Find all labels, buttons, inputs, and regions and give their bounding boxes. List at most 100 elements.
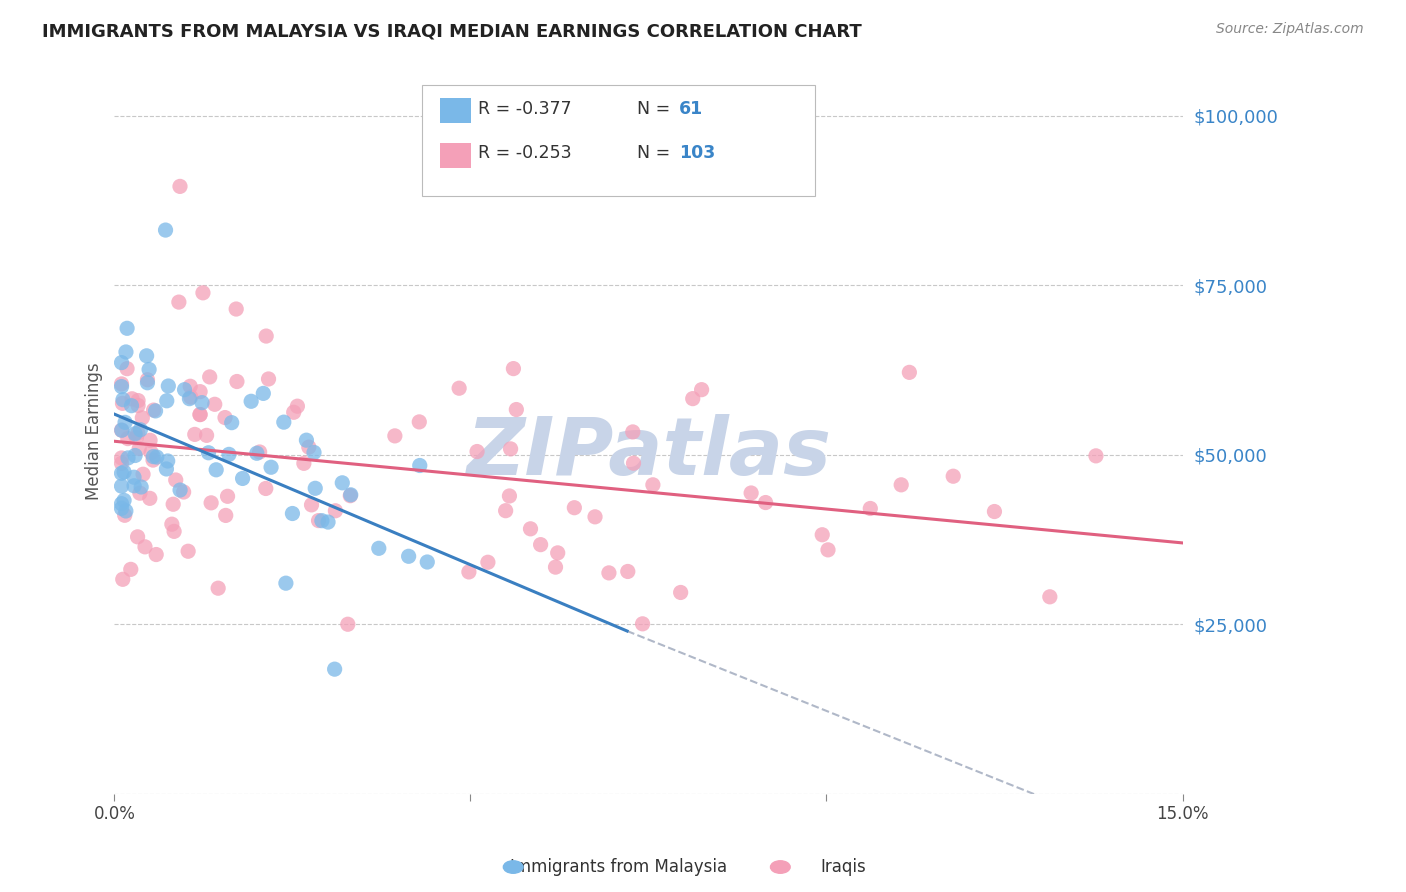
- Point: [188, 384, 211, 399]
- Point: [740, 486, 762, 500]
- Point: [292, 456, 315, 470]
- Text: 61: 61: [679, 100, 703, 118]
- Point: [217, 489, 239, 503]
- Point: [157, 379, 180, 393]
- Point: [502, 361, 524, 376]
- Point: [124, 449, 146, 463]
- Point: [398, 549, 420, 564]
- Point: [110, 497, 132, 511]
- Point: [139, 434, 162, 448]
- Point: [134, 540, 156, 554]
- Point: [110, 356, 132, 370]
- Point: [127, 393, 149, 408]
- Text: Immigrants from Malaysia: Immigrants from Malaysia: [510, 858, 727, 876]
- Point: [139, 445, 162, 459]
- Point: [457, 565, 479, 579]
- Point: [257, 372, 280, 386]
- Y-axis label: Median Earnings: Median Earnings: [86, 362, 103, 500]
- Point: [155, 223, 177, 237]
- Point: [416, 555, 439, 569]
- Point: [254, 482, 277, 496]
- Point: [367, 541, 389, 556]
- Point: [817, 542, 839, 557]
- Point: [631, 616, 654, 631]
- Point: [283, 405, 305, 419]
- Text: IMMIGRANTS FROM MALAYSIA VS IRAQI MEDIAN EARNINGS CORRELATION CHART: IMMIGRANTS FROM MALAYSIA VS IRAQI MEDIAN…: [42, 22, 862, 40]
- Point: [499, 442, 522, 456]
- Point: [339, 488, 361, 502]
- Point: [898, 365, 921, 379]
- Point: [260, 460, 283, 475]
- Point: [127, 426, 149, 441]
- Point: [156, 393, 179, 408]
- Point: [519, 522, 541, 536]
- Point: [197, 446, 219, 460]
- Point: [530, 538, 553, 552]
- Point: [122, 479, 145, 493]
- Point: [755, 495, 778, 509]
- Point: [323, 662, 346, 676]
- Point: [198, 370, 221, 384]
- Point: [110, 501, 132, 516]
- Point: [465, 444, 488, 458]
- Point: [583, 509, 606, 524]
- Point: [218, 447, 240, 461]
- Point: [495, 504, 517, 518]
- Point: [110, 376, 132, 391]
- Point: [623, 456, 645, 470]
- Point: [114, 416, 136, 430]
- Point: [138, 362, 160, 376]
- Point: [544, 560, 567, 574]
- Point: [200, 496, 222, 510]
- Point: [127, 530, 149, 544]
- Point: [598, 566, 620, 580]
- Point: [547, 546, 569, 560]
- Point: [316, 515, 339, 529]
- Point: [811, 527, 834, 541]
- Point: [564, 500, 586, 515]
- Point: [169, 483, 191, 497]
- Point: [139, 491, 162, 506]
- Text: Iraqis: Iraqis: [821, 858, 866, 876]
- Point: [110, 379, 132, 393]
- Point: [111, 396, 134, 410]
- Point: [129, 423, 152, 437]
- Point: [240, 394, 263, 409]
- Point: [191, 395, 214, 409]
- Point: [136, 376, 159, 390]
- Point: [110, 479, 132, 493]
- Point: [179, 392, 201, 406]
- Point: [188, 408, 211, 422]
- Point: [111, 392, 134, 407]
- Point: [983, 504, 1005, 518]
- Point: [195, 428, 218, 442]
- Point: [274, 576, 297, 591]
- Point: [155, 462, 177, 476]
- Point: [179, 379, 201, 393]
- Point: [207, 581, 229, 595]
- Point: [184, 427, 207, 442]
- Point: [408, 415, 430, 429]
- Point: [115, 321, 138, 335]
- Point: [890, 478, 912, 492]
- Point: [112, 465, 135, 479]
- Point: [617, 565, 640, 579]
- Point: [167, 295, 190, 310]
- Point: [110, 456, 132, 470]
- Point: [173, 485, 195, 500]
- Point: [131, 410, 153, 425]
- Point: [339, 489, 361, 503]
- Point: [1084, 449, 1107, 463]
- Point: [111, 423, 134, 437]
- Point: [124, 426, 146, 441]
- Text: R = -0.253: R = -0.253: [478, 145, 572, 162]
- Point: [191, 285, 214, 300]
- Point: [110, 423, 132, 437]
- Point: [298, 440, 321, 454]
- Point: [112, 493, 135, 508]
- Point: [669, 585, 692, 599]
- Point: [135, 349, 157, 363]
- Point: [180, 390, 202, 404]
- Point: [115, 504, 138, 518]
- Point: [128, 442, 150, 456]
